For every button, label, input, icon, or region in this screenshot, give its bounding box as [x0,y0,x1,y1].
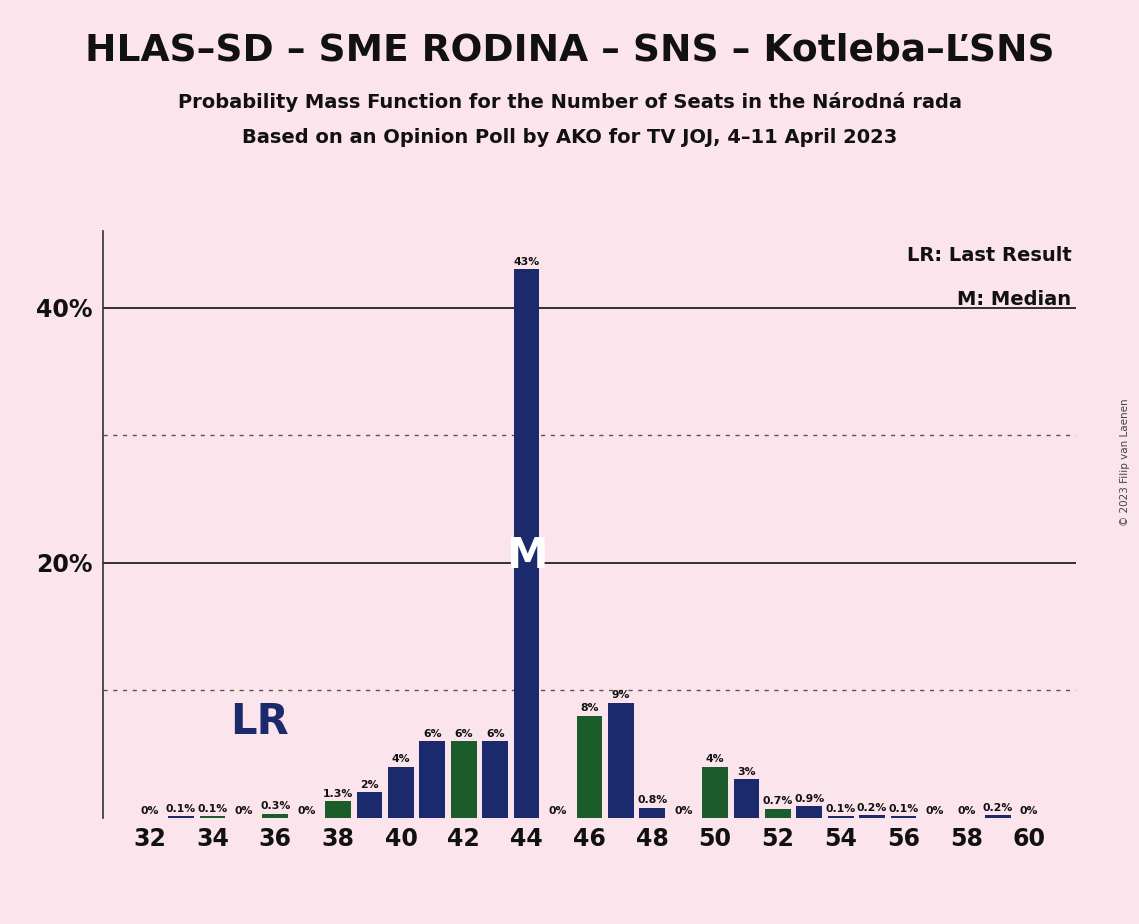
Text: 43%: 43% [514,257,540,267]
Text: 0%: 0% [140,806,158,816]
Text: 6%: 6% [423,729,442,738]
Bar [828,817,853,818]
Text: 0%: 0% [1021,806,1039,816]
Bar [482,741,508,818]
Bar [859,815,885,818]
Text: © 2023 Filip van Laenen: © 2023 Filip van Laenen [1121,398,1130,526]
Text: 0%: 0% [549,806,567,816]
Text: Based on an Opinion Poll by AKO for TV JOJ, 4–11 April 2023: Based on an Opinion Poll by AKO for TV J… [241,128,898,147]
Text: 0.1%: 0.1% [888,804,919,814]
Bar [262,814,288,818]
Text: 6%: 6% [486,729,505,738]
Text: 4%: 4% [392,754,410,764]
Text: 0%: 0% [235,806,253,816]
Text: 0%: 0% [297,806,316,816]
Text: 0.2%: 0.2% [983,803,1013,812]
Text: 1.3%: 1.3% [323,788,353,798]
Text: HLAS–SD – SME RODINA – SNS – Kotleba–ĽSNS: HLAS–SD – SME RODINA – SNS – Kotleba–ĽSN… [84,32,1055,68]
Bar [985,815,1010,818]
Text: LR: LR [230,701,289,743]
Bar [796,807,822,818]
Text: LR: Last Result: LR: Last Result [907,246,1072,264]
Text: 0%: 0% [674,806,693,816]
Text: M: M [506,535,548,578]
Bar [451,741,476,818]
Text: 6%: 6% [454,729,473,738]
Bar [357,792,383,818]
Text: 3%: 3% [737,767,756,777]
Bar [388,767,413,818]
Text: 0.7%: 0.7% [763,796,793,807]
Text: 0.1%: 0.1% [166,804,196,814]
Text: 0%: 0% [957,806,976,816]
Bar [765,808,790,818]
Text: 0.1%: 0.1% [197,804,228,814]
Bar [199,817,226,818]
Text: 0.2%: 0.2% [857,803,887,812]
Bar [608,703,633,818]
Text: 0.1%: 0.1% [826,804,855,814]
Bar [734,780,760,818]
Bar [514,269,540,818]
Text: 9%: 9% [612,690,630,700]
Bar [169,817,194,818]
Bar [419,741,445,818]
Bar [639,808,665,818]
Text: 0.8%: 0.8% [637,795,667,805]
Text: M: Median: M: Median [958,290,1072,309]
Text: 0.3%: 0.3% [260,801,290,811]
Bar [703,767,728,818]
Text: 8%: 8% [580,703,599,713]
Text: 0%: 0% [926,806,944,816]
Text: 2%: 2% [360,780,379,790]
Text: 0.9%: 0.9% [794,794,825,804]
Bar [576,716,603,818]
Text: Probability Mass Function for the Number of Seats in the Národná rada: Probability Mass Function for the Number… [178,92,961,113]
Bar [891,817,917,818]
Text: 4%: 4% [706,754,724,764]
Bar [326,801,351,818]
